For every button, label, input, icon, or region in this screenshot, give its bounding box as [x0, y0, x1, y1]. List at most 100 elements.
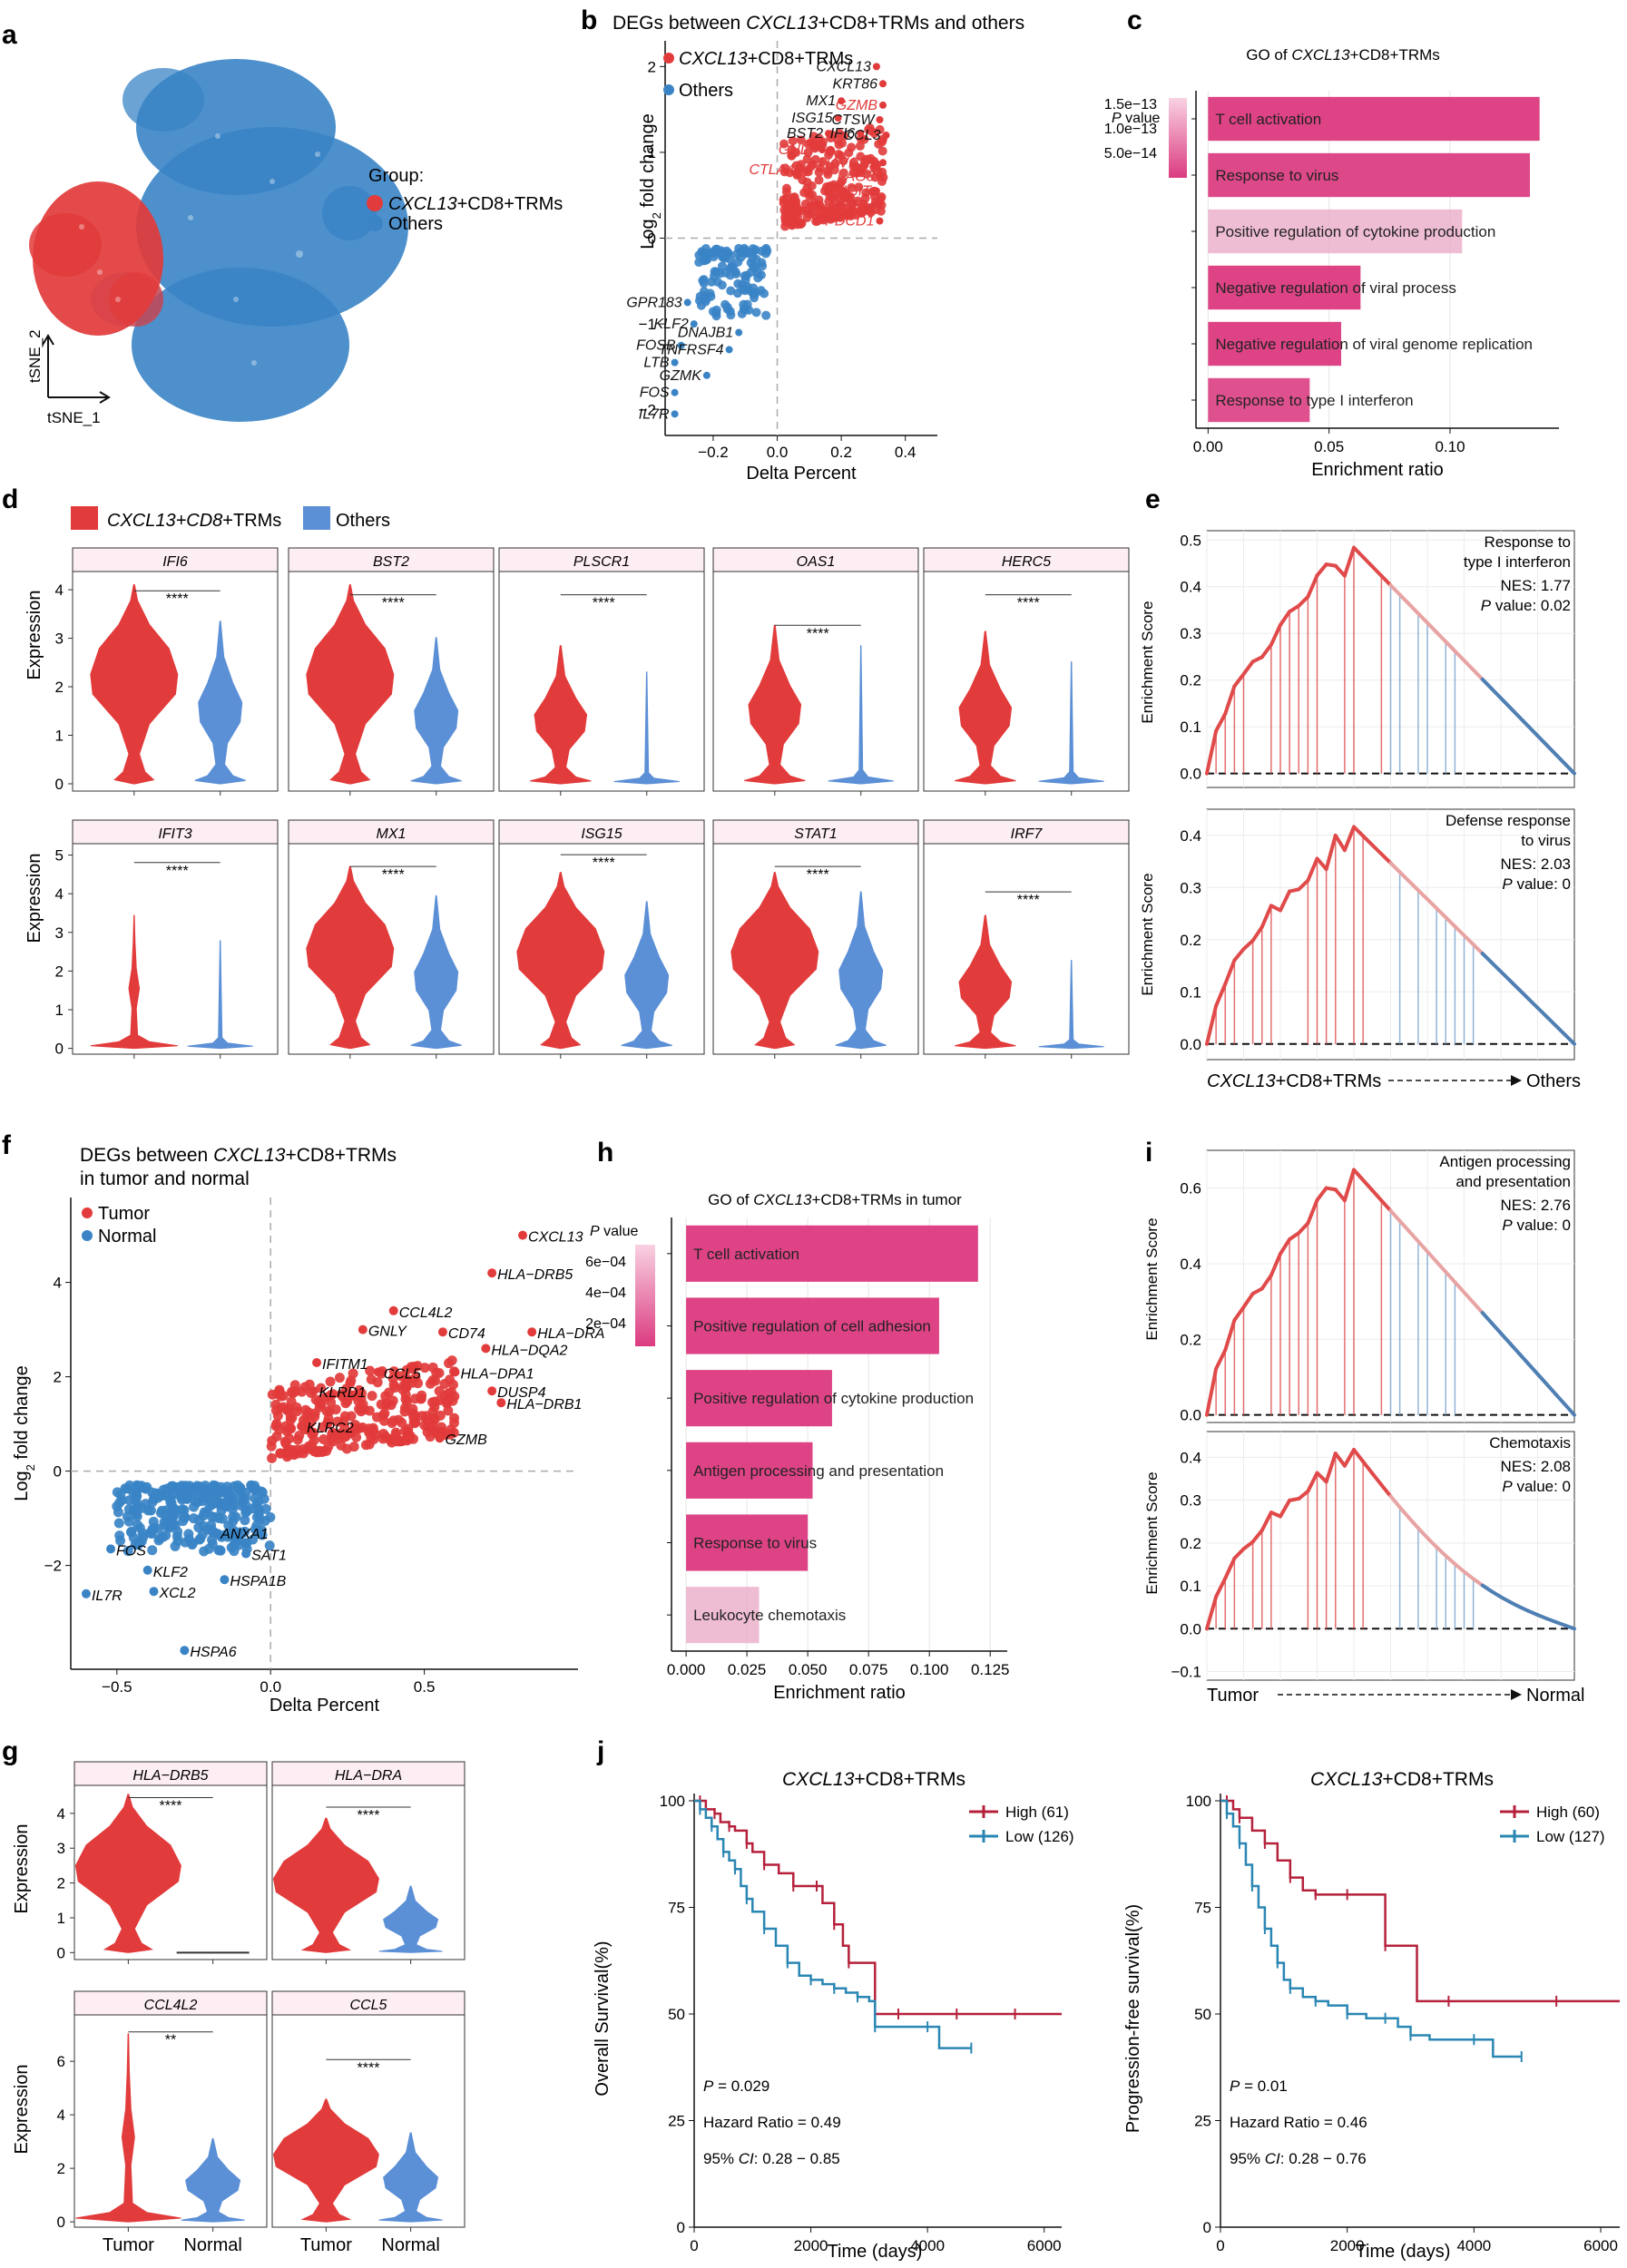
j-right-xlabel: Time (days) — [1356, 2242, 1451, 2262]
f-point-up — [409, 1418, 420, 1429]
e-axis-right-label: Others — [1526, 1071, 1581, 1091]
f-gene-label: DUSP4 — [497, 1385, 545, 1401]
f-gene-label: ANXA1 — [220, 1527, 268, 1542]
d-sig-stars: **** — [807, 867, 829, 883]
j-right-xtick-label: 6000 — [1583, 2237, 1618, 2254]
f-point-down — [191, 1481, 202, 1491]
i-bottom-es-curve — [1279, 1498, 1292, 1519]
b-point-up — [858, 161, 868, 171]
d-sig-stars: **** — [1017, 893, 1040, 908]
c-bar — [1208, 321, 1341, 367]
d-violin-red — [516, 872, 605, 1050]
e-top-es-curve — [1563, 762, 1576, 776]
b-labeled-point — [818, 146, 826, 154]
e-bottom-es-curve — [1361, 834, 1375, 847]
d-ytick-label: 2 — [55, 963, 64, 980]
d-facet-frame — [72, 571, 279, 792]
i-top-es-curve — [1315, 1186, 1328, 1202]
i-bottom-es-curve — [1416, 1526, 1429, 1540]
f-point-down — [221, 1488, 232, 1499]
j-left-ytick-label: 100 — [660, 1793, 685, 1810]
j-left-km-curve-low — [694, 1799, 972, 2049]
f-point-up — [367, 1391, 377, 1402]
e-top-es-curve — [1315, 562, 1328, 578]
i-top-es-curve — [1444, 1270, 1457, 1285]
panel-d: d CXCL13+CD8+TRMs Others Expression Expr… — [2, 484, 1130, 1059]
g-violin-red — [272, 2098, 379, 2223]
f-point-down — [115, 1490, 126, 1501]
e-bottom-es-curve — [1453, 924, 1466, 938]
panel-label-g: g — [2, 1736, 18, 1766]
g-facet-label: HLA−DRA — [335, 1768, 402, 1784]
f-point-down — [122, 1511, 132, 1522]
e-top-ytick-label: 0.4 — [1180, 579, 1201, 596]
d-ytick-label: 2 — [55, 679, 64, 696]
b-gene-label: FOSB — [636, 338, 676, 354]
b-point-up — [860, 193, 870, 203]
i-top-es-curve — [1379, 1198, 1393, 1213]
f-point-down — [240, 1505, 251, 1516]
g-violin-red — [74, 1794, 181, 1953]
f-gene-label: CXCL13 — [528, 1230, 583, 1246]
b-gene-label: PDCD1 — [825, 214, 874, 230]
b-labeled-point — [690, 320, 698, 328]
f-point-down — [168, 1518, 179, 1529]
f-point-up — [318, 1393, 328, 1404]
d-sig-stars: **** — [593, 596, 615, 611]
e-top-es-curve — [1205, 728, 1219, 776]
f-point-down — [123, 1546, 133, 1557]
b-gene-label: BST2 — [787, 126, 823, 142]
d-facet-label: IFI6 — [162, 554, 188, 570]
d-facet-strip — [72, 819, 279, 845]
b-labeled-point — [725, 346, 733, 354]
b-point-up — [811, 203, 821, 213]
legend-dot-blue — [367, 215, 383, 231]
f-labeled-point — [518, 1230, 528, 1240]
g-ytick-label: 2 — [57, 1875, 65, 1892]
b-point-up — [836, 151, 846, 161]
e-bottom-es-curve — [1517, 987, 1531, 1001]
i-bottom-pvalue: P value: 0 — [1502, 1478, 1571, 1495]
i-top-es-curve — [1416, 1239, 1429, 1254]
panel-label-c: c — [1127, 5, 1142, 35]
b-point-down — [723, 249, 733, 259]
j-right-ytick-label: 0 — [1203, 2219, 1211, 2236]
e-top-es-curve — [1352, 545, 1366, 559]
i-bottom-es-curve — [1324, 1452, 1338, 1484]
f-point-down — [215, 1481, 226, 1492]
g-violin-grid: HLA−DRB5 **** HLA−DRA **** 0 1 2 3 4 CCL4L2 ** Tumo… — [57, 1761, 466, 2255]
e-bottom-es-curve — [1297, 878, 1310, 892]
c-bar-label: Negative regulation of viral genome repl… — [1215, 336, 1533, 353]
e-bottom-es-curve — [1535, 1005, 1549, 1019]
e-top-es-curve — [1453, 649, 1466, 663]
e-top-es-curve — [1553, 752, 1567, 767]
c-scale-tick-1: 1.5e−13 — [1104, 97, 1157, 112]
b-point-up — [810, 154, 820, 164]
e-top-term-label: Response to — [1485, 533, 1571, 551]
f-point-down — [132, 1502, 143, 1513]
g-ytick-label: 6 — [57, 2053, 65, 2070]
j-right-ytick-label: 25 — [1194, 2113, 1211, 2130]
f-labeled-point — [312, 1358, 322, 1367]
c-bar-label: Response to type I interferon — [1215, 392, 1413, 409]
d-violin-blue — [1038, 960, 1104, 1050]
c-bar — [1208, 152, 1530, 198]
b-point-up — [818, 157, 828, 167]
e-bottom-term-label: to virus — [1521, 832, 1571, 849]
f-point-up — [431, 1367, 442, 1378]
b-gene-label: MX1 — [806, 93, 836, 109]
i-bottom-es-curve — [1315, 1471, 1328, 1484]
i-top-es-curve — [1259, 1273, 1273, 1291]
h-scale-gradient — [635, 1245, 655, 1346]
e-bottom-es-curve — [1499, 969, 1513, 982]
tsne-y-axis-label: tSNE_2 — [26, 329, 44, 383]
i-top-es-curve — [1306, 1198, 1319, 1226]
e-bottom-es-curve — [1426, 897, 1439, 911]
f-point-up — [423, 1422, 434, 1432]
f-point-up — [287, 1386, 298, 1397]
g-sig-stars: **** — [160, 1798, 182, 1813]
f-labeled-point — [309, 1386, 319, 1396]
g-ytick-label: 0 — [57, 1944, 65, 1961]
f-point-up — [267, 1452, 278, 1463]
d-facet-frame — [288, 843, 495, 1055]
